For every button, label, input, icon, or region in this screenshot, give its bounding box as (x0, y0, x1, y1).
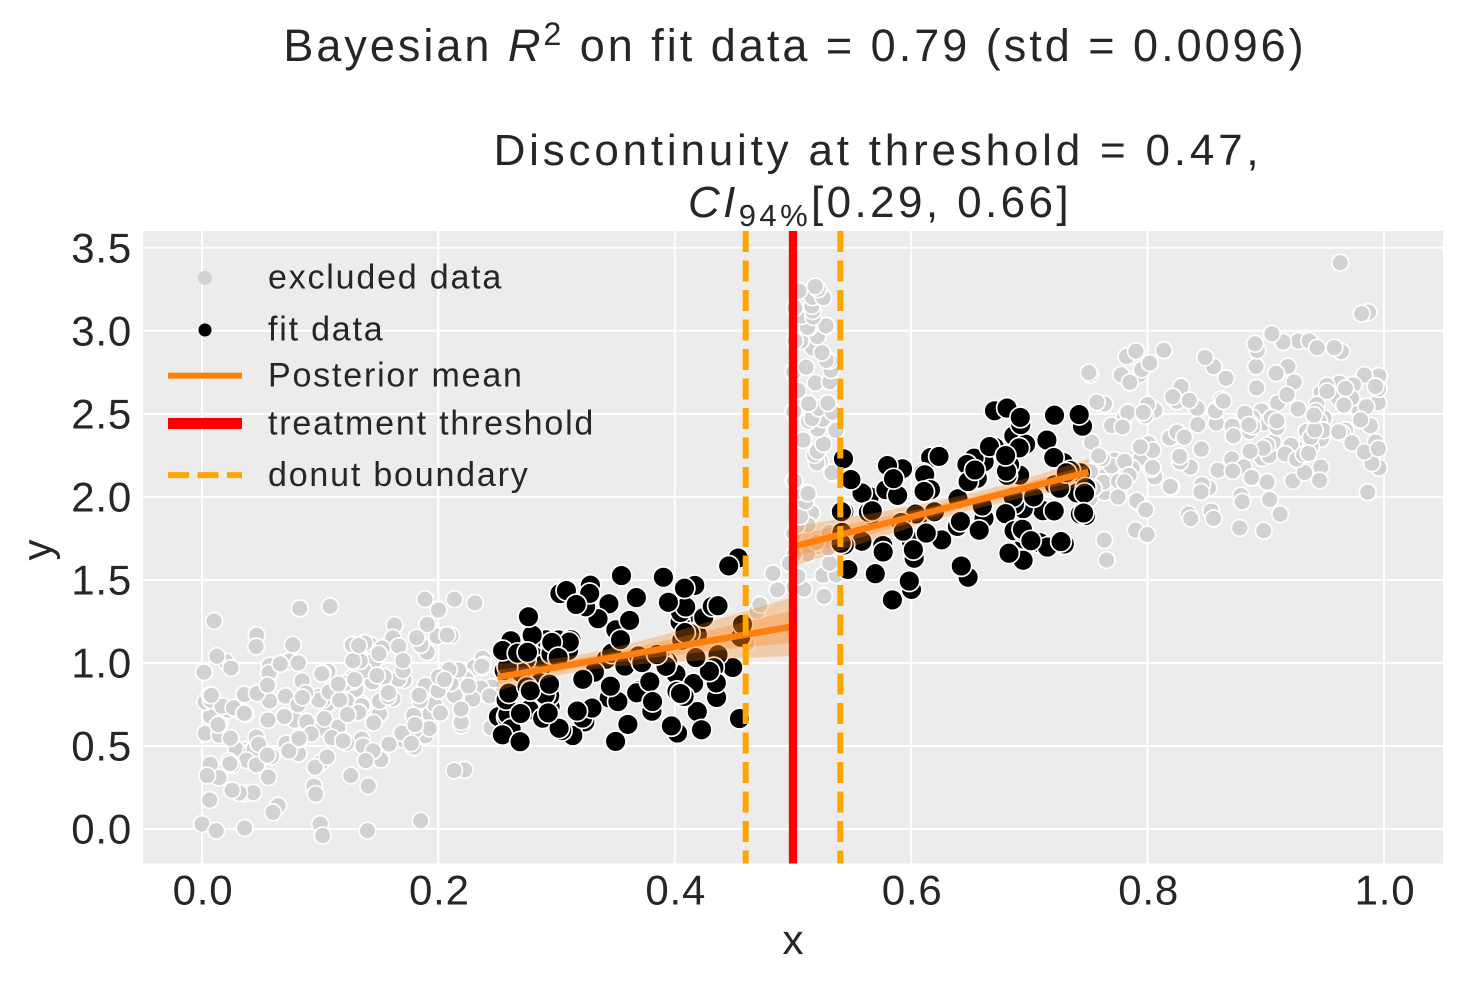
svg-text:0.0: 0.0 (71, 806, 132, 853)
svg-text:2.0: 2.0 (71, 474, 132, 521)
svg-text:0.2: 0.2 (409, 867, 470, 914)
svg-text:CI94%[0.29, 0.66]: CI94%[0.29, 0.66] (688, 178, 1072, 233)
svg-text:3.0: 3.0 (71, 308, 132, 355)
svg-text:fit data: fit data (268, 311, 384, 349)
svg-text:2.5: 2.5 (71, 391, 132, 438)
svg-text:Discontinuity at threshold = 0: Discontinuity at threshold = 0.47, (494, 126, 1263, 175)
svg-text:donut boundary: donut boundary (268, 456, 530, 494)
svg-text:0.8: 0.8 (1118, 867, 1179, 914)
svg-text:treatment threshold: treatment threshold (268, 405, 595, 443)
svg-text:1.0: 1.0 (71, 640, 132, 687)
svg-text:3.5: 3.5 (71, 225, 132, 272)
svg-text:1.0: 1.0 (1355, 867, 1416, 914)
svg-text:0.4: 0.4 (645, 867, 706, 914)
svg-text:0.0: 0.0 (173, 867, 234, 914)
svg-text:1.5: 1.5 (71, 557, 132, 604)
svg-text:0.6: 0.6 (882, 867, 943, 914)
svg-text:Posterior mean: Posterior mean (268, 357, 524, 395)
svg-text:excluded data: excluded data (268, 259, 503, 297)
svg-text:0.5: 0.5 (71, 723, 132, 770)
svg-text:Bayesian R2 on fit data = 0.79: Bayesian R2 on fit data = 0.79 (std = 0.… (283, 16, 1306, 71)
svg-text:x: x (783, 916, 804, 963)
svg-text:y: y (14, 540, 61, 561)
